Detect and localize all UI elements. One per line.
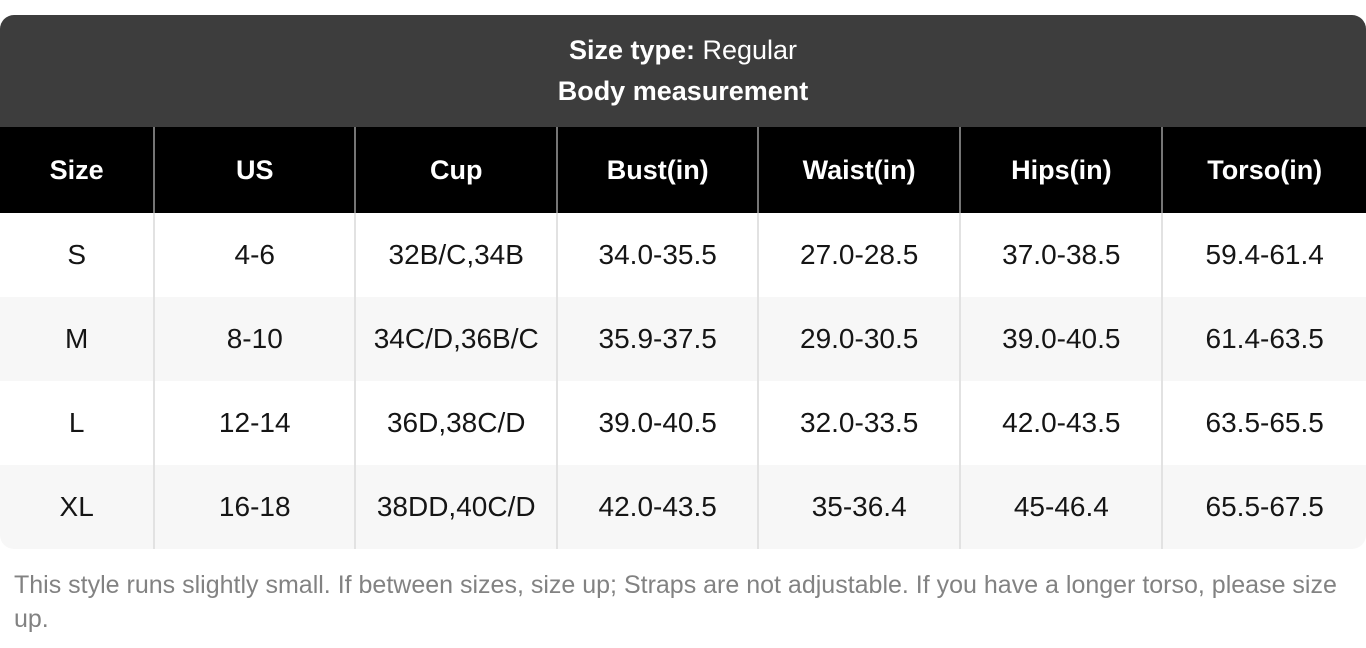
size-cell: S — [0, 213, 155, 297]
fit-note: This style runs slightly small. If betwe… — [14, 571, 1337, 633]
waist-cell: 35-36.4 — [757, 465, 961, 549]
cup-cell: 36D,38C/D — [354, 381, 558, 465]
size-table: Size US Cup Bust(in) Waist(in) Hips(in) … — [0, 127, 1366, 549]
waist-cell: 29.0-30.5 — [757, 297, 961, 381]
cup-cell: 34C/D,36B/C — [354, 297, 558, 381]
size-cell: XL — [0, 465, 155, 549]
column-header-size: Size — [0, 127, 155, 213]
waist-cell: 27.0-28.5 — [757, 213, 961, 297]
us-cell: 8-10 — [153, 297, 356, 381]
hips-cell: 45-46.4 — [959, 465, 1163, 549]
column-header-bust: Bust(in) — [556, 127, 759, 213]
hips-cell: 42.0-43.5 — [959, 381, 1163, 465]
cup-cell: 38DD,40C/D — [354, 465, 558, 549]
bust-cell: 35.9-37.5 — [556, 297, 759, 381]
size-chart-header: Size type: Regular Body measurement — [0, 15, 1366, 127]
table-row: L 12-14 36D,38C/D 39.0-40.5 32.0-33.5 42… — [0, 381, 1366, 465]
table-row: XL 16-18 38DD,40C/D 42.0-43.5 35-36.4 45… — [0, 465, 1366, 549]
body-measurement-title: Body measurement — [557, 76, 809, 106]
bust-cell: 34.0-35.5 — [556, 213, 759, 297]
torso-cell: 63.5-65.5 — [1161, 381, 1366, 465]
size-cell: L — [0, 381, 155, 465]
size-type-value: Regular — [702, 35, 798, 65]
waist-cell: 32.0-33.5 — [757, 381, 961, 465]
us-cell: 16-18 — [153, 465, 356, 549]
column-header-hips: Hips(in) — [959, 127, 1163, 213]
column-header-waist: Waist(in) — [757, 127, 961, 213]
column-header-cup: Cup — [354, 127, 558, 213]
size-type: Size type: Regular — [569, 37, 797, 64]
size-cell: M — [0, 297, 155, 381]
torso-cell: 59.4-61.4 — [1161, 213, 1366, 297]
table-row: S 4-6 32B/C,34B 34.0-35.5 27.0-28.5 37.0… — [0, 213, 1366, 297]
torso-cell: 61.4-63.5 — [1161, 297, 1366, 381]
size-type-label: Size type: — [568, 35, 695, 65]
us-cell: 12-14 — [153, 381, 356, 465]
torso-cell: 65.5-67.5 — [1161, 465, 1366, 549]
size-chart: Size type: Regular Body measurement Size… — [0, 15, 1366, 549]
us-cell: 4-6 — [153, 213, 356, 297]
column-header-torso: Torso(in) — [1161, 127, 1366, 213]
bust-cell: 42.0-43.5 — [556, 465, 759, 549]
header-row: Size US Cup Bust(in) Waist(in) Hips(in) … — [0, 127, 1366, 213]
hips-cell: 37.0-38.5 — [959, 213, 1163, 297]
column-header-us: US — [153, 127, 356, 213]
cup-cell: 32B/C,34B — [354, 213, 558, 297]
bust-cell: 39.0-40.5 — [556, 381, 759, 465]
hips-cell: 39.0-40.5 — [959, 297, 1163, 381]
table-row: M 8-10 34C/D,36B/C 35.9-37.5 29.0-30.5 3… — [0, 297, 1366, 381]
